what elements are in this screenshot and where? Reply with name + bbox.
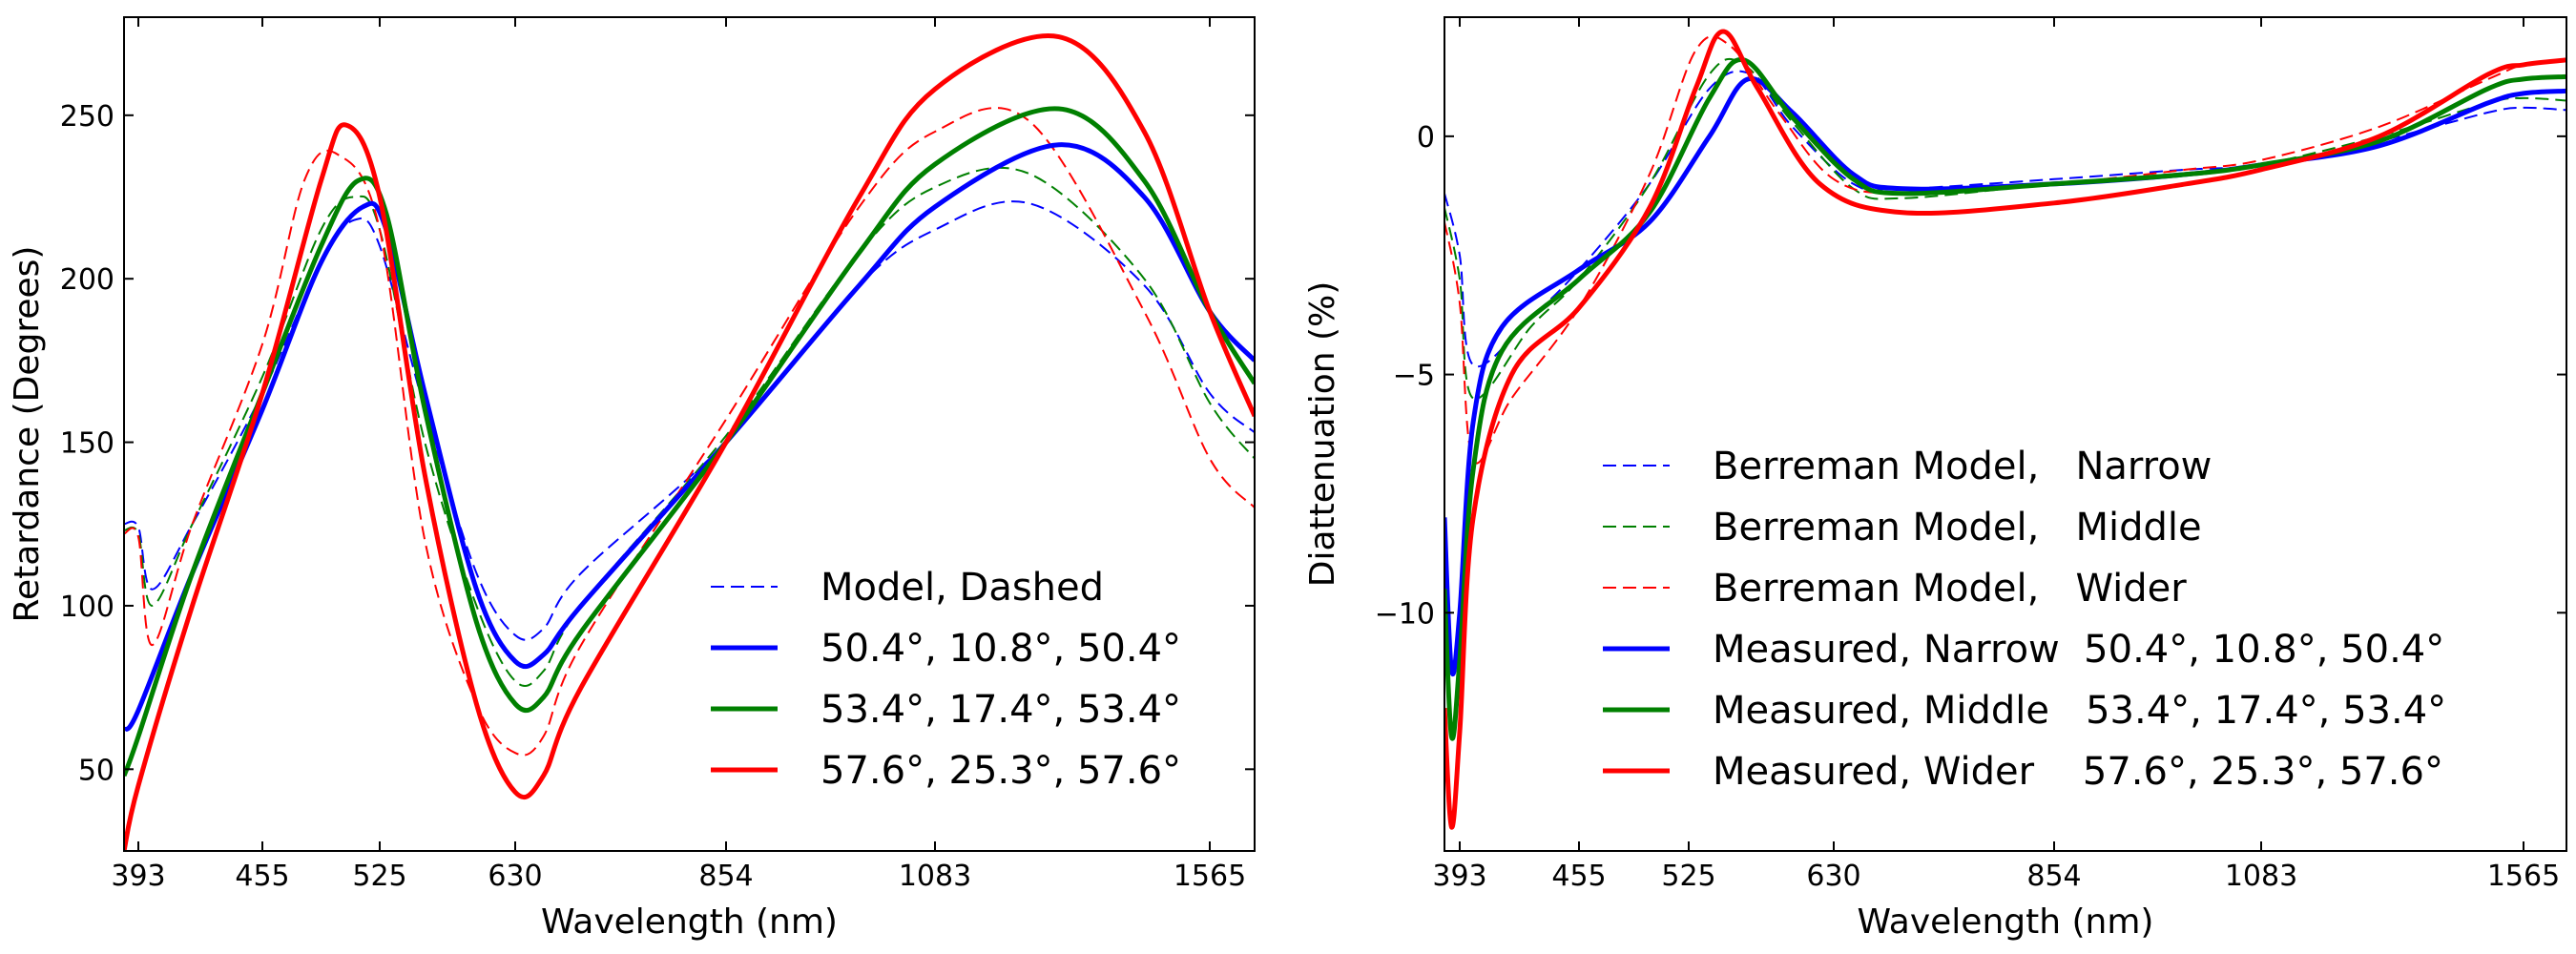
x-axis-label: Wavelength (nm) [541,902,838,942]
x-tick-label: 1565 [2487,860,2560,893]
y-tick-label: 200 [60,263,114,297]
series-line-1 [124,200,1255,641]
legend-label: 53.4°, 17.4°, 53.4° [821,688,1181,732]
x-tick-label: 455 [1551,860,1606,893]
x-axis-label: Wavelength (nm) [1858,902,2154,942]
y-tick-label: 0 [1417,121,1435,155]
legend-label: Model, Dashed [821,566,1104,610]
legend-label: Measured, Wider 57.6°, 25.3°, 57.6° [1713,750,2443,794]
y-tick-label: 250 [60,100,114,134]
series-line-2 [124,166,1255,688]
series-line-3 [124,107,1255,757]
x-tick-label: 854 [698,860,753,893]
legend-label: Berreman Model, Wider [1713,567,2187,611]
series-line-6 [1444,29,2566,830]
legend-label: 57.6°, 25.3°, 57.6° [821,749,1181,793]
axes-frame [123,16,1256,852]
legend-label: Measured, Middle 53.4°, 17.4°, 53.4° [1713,689,2446,733]
x-tick-label: 1083 [2225,860,2297,893]
legend-label: 50.4°, 10.8°, 50.4° [821,627,1181,671]
chart-1: 393 455 525 630 854 1083 1565 50 100 150 200 250 Wav… [8,16,1256,942]
legend: Model, Dashed 50.4°, 10.8°, 50.4° 53.4°, 1… [711,566,1181,793]
chart-2: 393 455 525 630 854 1083 1565 −10 −5 0 Wavelength … [1303,16,2567,942]
series-line-5 [124,106,1255,778]
plot-area [124,33,1255,851]
x-tick-label: 630 [488,860,542,893]
series-line-2 [1444,57,2566,401]
x-tick-label: 455 [235,860,289,893]
y-tick-label: 50 [78,754,114,787]
x-tick-label: 393 [1432,860,1486,893]
y-axis-label: Diattenuation (%) [1303,281,1342,588]
legend-label: Berreman Model, Narrow [1713,445,2212,488]
x-tick-label: 525 [352,860,406,893]
x-tick-label: 854 [2026,860,2081,893]
legend-label: Measured, Narrow 50.4°, 10.8°, 50.4° [1713,628,2444,672]
y-axis-label: Retardance (Degrees) [8,246,47,623]
x-tick-label: 393 [111,860,165,893]
y-tick-label: −10 [1375,597,1435,631]
y-tick-label: −5 [1393,360,1435,393]
legend-label: Berreman Model, Middle [1713,506,2202,550]
plot-area [1444,29,2566,830]
legend: Berreman Model, Narrow Berreman Model, Mi… [1603,445,2446,794]
series-line-6 [124,33,1255,851]
x-tick-label: 630 [1806,860,1860,893]
series-line-3 [1444,34,2566,465]
y-tick-label: 150 [60,427,114,461]
y-tick-label: 100 [60,591,114,624]
x-tick-label: 525 [1661,860,1715,893]
axes-frame [1444,16,2567,852]
series-line-4 [124,142,1255,733]
series-line-1 [1444,70,2566,368]
x-tick-label: 1083 [899,860,971,893]
x-tick-label: 1565 [1174,860,1246,893]
